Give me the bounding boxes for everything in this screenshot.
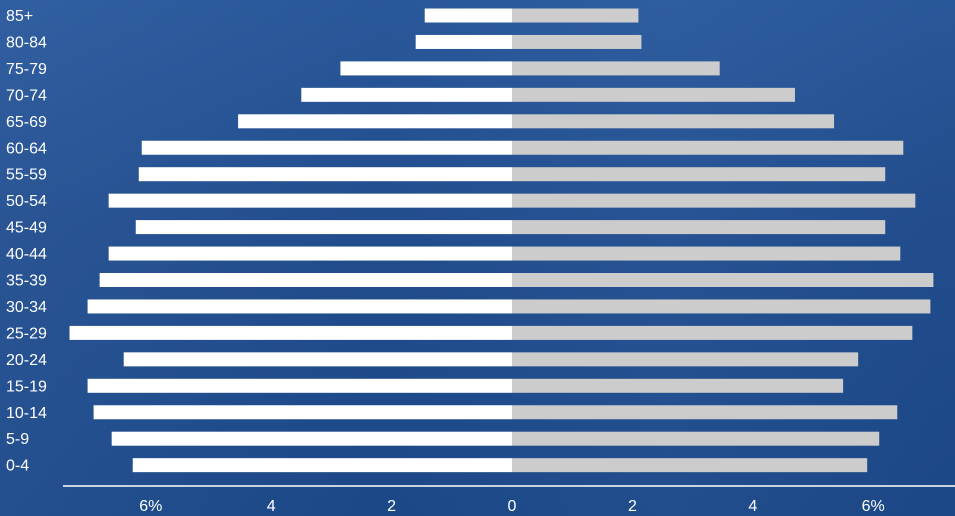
- y-tick-label: 45-49: [6, 220, 47, 237]
- bar-left-35-39: [99, 273, 512, 287]
- bar-right-30-34: [512, 299, 931, 314]
- bar-right-5-9: [512, 431, 880, 446]
- y-tick-label: 55-59: [6, 167, 47, 184]
- bar-left-25-29: [69, 325, 512, 340]
- y-tick-label: 80-84: [6, 34, 47, 51]
- bar-right-0-4: [512, 458, 868, 473]
- bar-right-75-79: [512, 61, 720, 76]
- bar-left-10-14: [93, 405, 513, 420]
- bar-right-40-44: [512, 246, 901, 261]
- bar-right-50-54: [512, 193, 916, 208]
- bars-right-series: [512, 8, 934, 473]
- bar-right-20-24: [512, 352, 859, 367]
- y-tick-label: 85+: [6, 8, 33, 25]
- bar-left-75-79: [340, 61, 512, 76]
- bar-left-40-44: [108, 246, 512, 261]
- bar-right-55-59: [512, 167, 886, 182]
- y-tick-label: 25-29: [6, 325, 47, 342]
- bar-left-60-64: [141, 140, 512, 155]
- y-tick-label: 40-44: [6, 246, 47, 263]
- y-tick-label: 5-9: [6, 431, 29, 448]
- x-tick-label: 6%: [862, 498, 885, 515]
- y-tick-label: 75-79: [6, 61, 47, 78]
- bar-left-55-59: [138, 167, 512, 182]
- y-axis-labels: 0-4 5-9 10-14 15-19 20-24 25-29 30-34 35-39 40-4…: [6, 8, 47, 475]
- x-tick-label: 0: [508, 498, 517, 515]
- bar-right-15-19: [512, 378, 844, 393]
- bar-left-0-4: [132, 458, 513, 473]
- bar-right-70-74: [512, 87, 795, 102]
- bar-right-65-69: [512, 114, 835, 129]
- bar-left-50-54: [108, 193, 512, 208]
- bar-left-30-34: [87, 299, 512, 314]
- bar-right-45-49: [512, 220, 886, 235]
- bar-right-35-39: [512, 273, 934, 287]
- bar-right-80-84: [512, 34, 642, 49]
- y-tick-label: 65-69: [6, 114, 47, 131]
- bar-right-60-64: [512, 140, 904, 155]
- bar-left-5-9: [111, 431, 513, 446]
- bars-left-series: [69, 8, 513, 473]
- bar-left-15-19: [87, 378, 512, 393]
- bar-left-80-84: [415, 34, 512, 49]
- y-tick-label: 35-39: [6, 273, 47, 290]
- x-tick-label: 2: [387, 498, 396, 515]
- bar-left-45-49: [135, 220, 512, 235]
- x-tick-label: 4: [748, 498, 757, 515]
- bar-left-20-24: [123, 352, 513, 367]
- bar-left-70-74: [301, 87, 512, 102]
- y-tick-label: 20-24: [6, 352, 47, 369]
- y-tick-label: 50-54: [6, 193, 47, 210]
- bar-right-85+: [512, 8, 639, 23]
- y-tick-label: 0-4: [6, 458, 29, 475]
- y-tick-label: 15-19: [6, 378, 47, 395]
- y-tick-label: 30-34: [6, 299, 47, 316]
- y-tick-label: 10-14: [6, 405, 47, 422]
- bar-right-10-14: [512, 405, 898, 420]
- bar-left-65-69: [238, 114, 512, 129]
- x-tick-label: 4: [267, 498, 276, 515]
- x-tick-label: 2: [628, 498, 637, 515]
- y-tick-label: 70-74: [6, 87, 47, 104]
- x-axis-labels: 6% 4 2 0 2 4 6%: [139, 498, 885, 515]
- y-tick-label: 60-64: [6, 140, 47, 157]
- bar-right-25-29: [512, 325, 913, 340]
- x-tick-label: 6%: [139, 498, 162, 515]
- bar-left-85+: [424, 8, 512, 23]
